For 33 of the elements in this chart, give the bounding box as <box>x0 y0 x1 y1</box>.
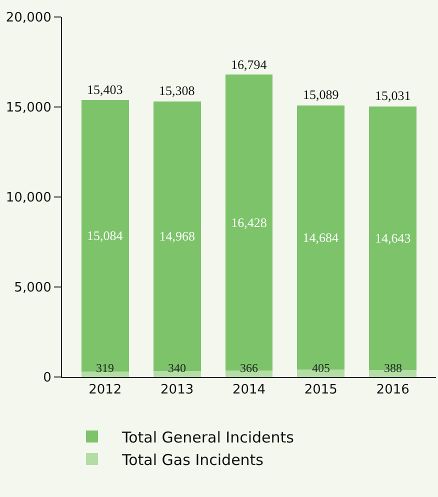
data-label: 14,684 <box>302 230 340 246</box>
total-label: 16,794 <box>231 57 268 72</box>
total-label: 15,403 <box>87 82 123 97</box>
legend-label: Total Gas Incidents <box>121 450 264 469</box>
data-label: 319 <box>96 361 114 375</box>
data-label: 340 <box>168 361 186 375</box>
y-tick-label: 15,000 <box>6 100 52 116</box>
data-label: 14,968 <box>159 228 195 244</box>
y-tick-label: 5,000 <box>14 280 52 296</box>
legend-label: Total General Incidents <box>121 428 294 446</box>
y-tick-label: 0 <box>43 370 52 386</box>
data-label: 14,643 <box>374 230 411 246</box>
data-label: 16,428 <box>231 215 267 230</box>
bar <box>81 371 129 377</box>
bar <box>153 101 201 371</box>
data-label: 405 <box>312 361 330 375</box>
data-label: 15,084 <box>87 228 124 244</box>
total-label: 15,308 <box>159 83 195 98</box>
x-tick-label: 2014 <box>232 382 266 398</box>
x-tick-label: 2016 <box>376 382 410 398</box>
x-tick-label: 2013 <box>160 382 194 398</box>
bar <box>81 100 129 372</box>
data-label: 366 <box>240 361 258 375</box>
x-tick-label: 2015 <box>304 382 338 398</box>
bar <box>369 106 417 370</box>
total-label: 15,031 <box>375 88 411 103</box>
data-label: 388 <box>384 361 402 375</box>
x-tick-label: 2012 <box>88 382 122 398</box>
y-tick-label: 10,000 <box>6 190 52 206</box>
bar <box>153 370 201 377</box>
y-tick-label: 20,000 <box>6 10 52 26</box>
total-label: 15,089 <box>303 87 339 102</box>
bar <box>225 74 273 370</box>
